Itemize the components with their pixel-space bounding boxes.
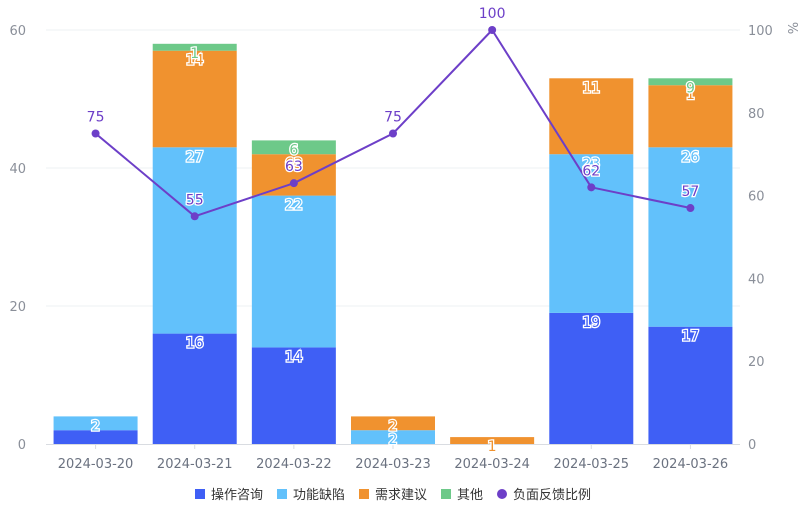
grid-layer [46, 29, 740, 307]
bar-segment[interactable] [251, 154, 336, 196]
bar-segment[interactable] [152, 50, 237, 148]
legend-swatch [441, 489, 451, 499]
line-point[interactable] [686, 204, 695, 213]
bar-data-label: 1 [488, 439, 497, 455]
line-data-label: 63 [285, 159, 303, 175]
bar-segment[interactable] [351, 416, 435, 431]
bar-segment[interactable] [648, 78, 733, 86]
bar-segment[interactable] [351, 430, 435, 444]
bar-data-label: 1 [686, 87, 695, 103]
line-point[interactable] [587, 183, 596, 192]
bar-data-label: 6 [289, 142, 298, 158]
bar-data-label: 63 [285, 156, 303, 172]
x-tick-label: 2024-03-24 [454, 457, 530, 472]
bar-data-label: 2 [91, 418, 100, 434]
x-tick-label: 2024-03-23 [355, 457, 431, 472]
bar-data-label: 26 [682, 149, 700, 165]
bar-segment[interactable] [152, 147, 237, 334]
y-right-tick-label: 40 [748, 272, 765, 287]
x-tick-label: 2024-03-20 [58, 457, 134, 472]
bar-data-label: 14 [285, 349, 303, 365]
legend-item[interactable]: 功能缺陷 [277, 488, 345, 503]
bar-segment[interactable] [251, 140, 336, 155]
y-left-tick-label: 60 [9, 24, 26, 39]
line-point[interactable] [91, 129, 100, 138]
x-tick-label: 2024-03-25 [554, 457, 630, 472]
y-right-tick-label: 20 [748, 355, 765, 370]
line-data-label: 55 [186, 192, 204, 208]
bar-segment[interactable] [251, 347, 336, 444]
legend-label: 操作咨询 [211, 487, 263, 503]
legend-label: 需求建议 [375, 488, 427, 503]
bar-segment[interactable] [53, 416, 138, 431]
line-data-label: 75 [384, 110, 402, 126]
bar-data-label: 27 [186, 149, 204, 165]
bar-segment[interactable] [648, 85, 733, 148]
x-tick-label: 2024-03-26 [653, 457, 729, 472]
legend-item[interactable]: 其他 [441, 488, 483, 503]
line-point[interactable] [190, 212, 199, 221]
bar-data-label: 9 [686, 80, 695, 96]
line-data-label: 75 [87, 110, 105, 126]
bar-data-label: 23 [582, 156, 600, 172]
legend-item[interactable]: 操作咨询 [195, 487, 263, 503]
bar-layer [53, 43, 733, 444]
bar-segment[interactable] [53, 430, 138, 444]
label-layer: 2162714114226362211923111726197555637510… [85, 5, 700, 457]
bar-data-label: 2 [389, 418, 398, 434]
bar-segment[interactable] [549, 154, 634, 313]
legend-swatch [359, 489, 369, 499]
bar-data-label: 1 [190, 46, 199, 62]
line-point[interactable] [289, 179, 298, 188]
bar-segment[interactable] [648, 147, 733, 327]
legend-label: 其他 [457, 488, 483, 503]
axis-layer: 0 20 40 60 0 20 40 60 80 100 % 2024-03-20 2024-03-21… [9, 22, 799, 472]
legend-item[interactable]: 需求建议 [359, 488, 427, 503]
bar-data-label: 19 [582, 315, 600, 331]
y-right-tick-label: 60 [748, 190, 765, 205]
line-data-label: 62 [582, 163, 600, 179]
bar-data-label: 16 [186, 336, 204, 352]
legend-item[interactable]: 负面反馈比例 [497, 488, 591, 503]
legend: 操作咨询 功能缺陷 需求建议 其他 负面反馈比例 [195, 487, 591, 503]
y-left-tick-label: 0 [18, 438, 26, 453]
bar-data-label: 2 [389, 432, 398, 448]
y-right-unit-label: % [784, 22, 799, 34]
line-layer [91, 26, 695, 221]
bar-data-label: 11 [582, 80, 600, 96]
line-point[interactable] [389, 129, 397, 138]
bar-data-label: 14 [186, 53, 204, 69]
y-left-tick-label: 20 [9, 300, 26, 315]
bar-segment[interactable] [450, 437, 535, 444]
line-point[interactable] [488, 26, 497, 34]
bar-segment[interactable] [648, 326, 733, 444]
line-data-label: 57 [682, 184, 700, 200]
y-left-tick-label: 40 [9, 162, 26, 177]
bar-segment[interactable] [251, 195, 336, 348]
bar-data-label: 22 [285, 198, 303, 214]
legend-marker [497, 489, 507, 499]
legend-swatch [277, 489, 287, 499]
legend-label: 负面反馈比例 [513, 488, 591, 503]
y-right-tick-label: 0 [748, 438, 756, 453]
bar-data-label: 17 [682, 329, 700, 345]
legend-swatch [195, 489, 205, 499]
x-tick-label: 2024-03-22 [256, 457, 332, 472]
bar-segment[interactable] [152, 43, 237, 51]
bar-segment[interactable] [152, 333, 237, 444]
y-right-tick-label: 100 [748, 24, 773, 39]
line-data-label: 100 [479, 6, 506, 22]
bar-segment[interactable] [549, 312, 634, 444]
x-tick-label: 2024-03-21 [157, 457, 233, 472]
legend-label: 功能缺陷 [293, 488, 345, 503]
y-right-tick-label: 80 [748, 107, 765, 122]
